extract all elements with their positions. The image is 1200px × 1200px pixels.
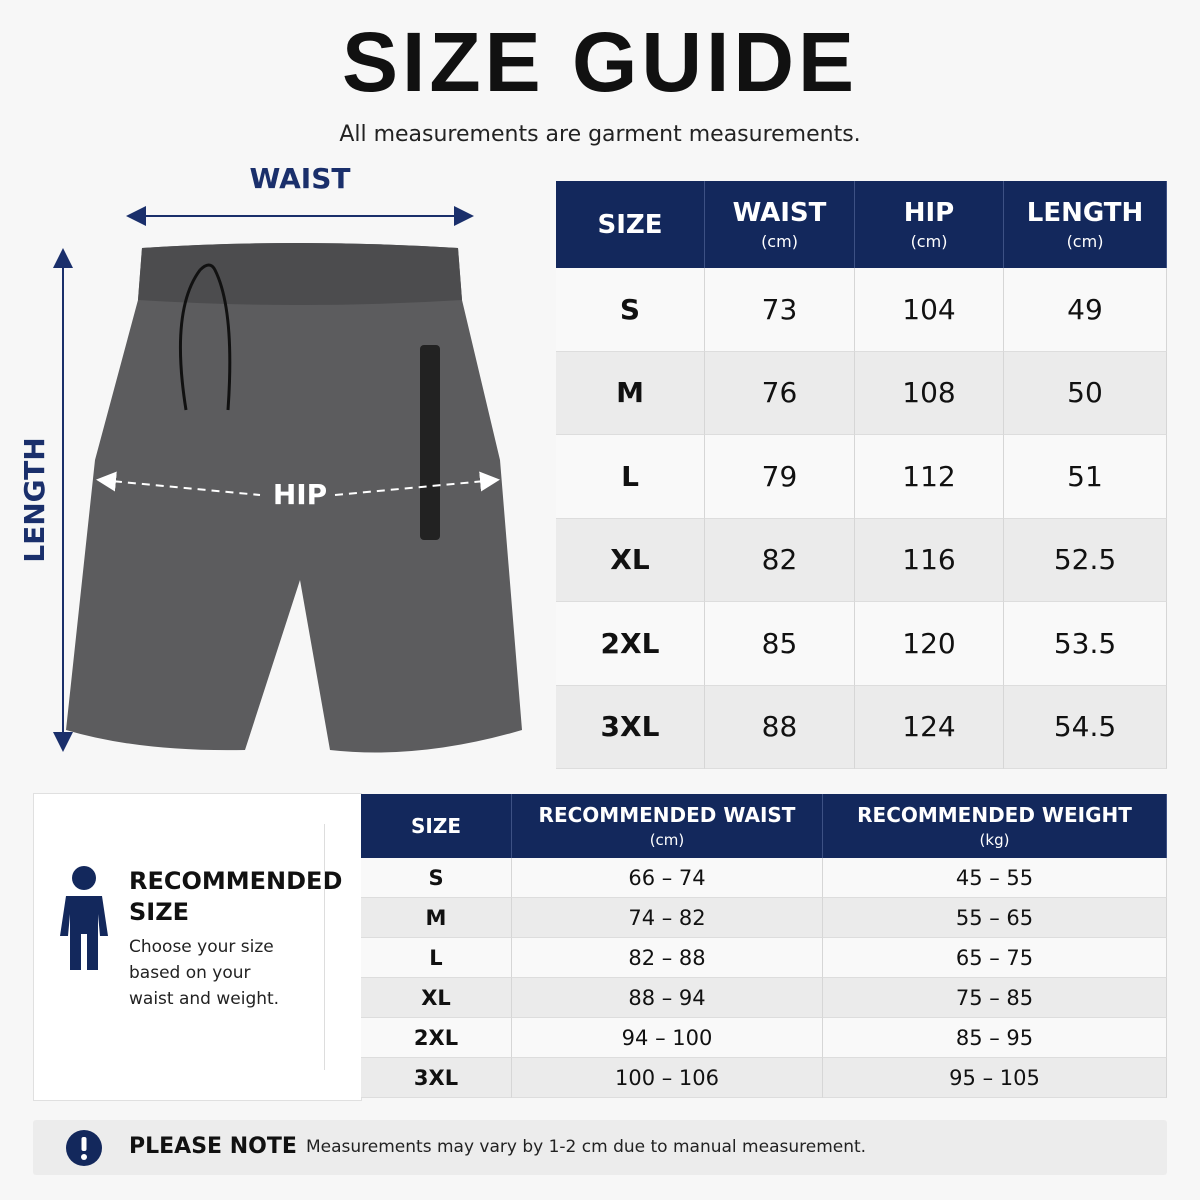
size-cell: S — [361, 858, 512, 898]
header-cell: RECOMMENDED WAIST (cm) — [512, 794, 823, 858]
value-cell: 79 — [705, 435, 855, 519]
header-label: WAIST — [732, 198, 827, 228]
header-unit: (cm) — [761, 232, 798, 251]
header-cell: HIP (cm) — [855, 181, 1004, 268]
value-cell: 49 — [1004, 268, 1167, 352]
value-cell: 95 – 105 — [823, 1058, 1167, 1098]
value-cell: 100 – 106 — [512, 1058, 823, 1098]
header-cell: LENGTH (cm) — [1004, 181, 1167, 268]
value-cell: 53.5 — [1004, 602, 1167, 686]
value-cell: 54.5 — [1004, 685, 1167, 769]
value-cell: 82 — [705, 518, 855, 602]
header-unit: (cm) — [910, 232, 948, 251]
value-cell: 112 — [855, 435, 1004, 519]
header-cell: SIZE — [556, 181, 705, 268]
header-cell: RECOMMENDED WEIGHT (kg) — [823, 794, 1167, 858]
size-cell: L — [361, 938, 512, 978]
recommended-table: SIZE RECOMMENDED WAIST (cm) RECOMMENDED WEI… — [361, 794, 1167, 1098]
header-cell: SIZE — [361, 794, 512, 858]
hip-label: HIP — [273, 478, 327, 511]
size-cell: L — [556, 435, 705, 519]
value-cell: 50 — [1004, 351, 1167, 435]
waist-label: WAIST — [250, 162, 351, 195]
value-cell: 85 – 95 — [823, 1018, 1167, 1058]
value-cell: 88 – 94 — [512, 978, 823, 1018]
note-text: Measurements may vary by 1-2 cm due to m… — [306, 1137, 867, 1157]
size-cell: S — [556, 268, 705, 352]
value-cell: 85 — [705, 602, 855, 686]
value-cell: 124 — [855, 685, 1004, 769]
value-cell: 74 – 82 — [512, 898, 823, 938]
subtitle: All measurements are garment measurement… — [339, 122, 861, 147]
value-cell: 116 — [855, 518, 1004, 602]
header-label: SIZE — [410, 814, 461, 838]
header-unit: (cm) — [1066, 232, 1104, 251]
note-icon — [66, 1130, 102, 1166]
header-unit: (kg) — [979, 831, 1010, 849]
value-cell: 52.5 — [1004, 518, 1167, 602]
person-icon — [60, 866, 108, 970]
size-cell: 2XL — [361, 1018, 512, 1058]
value-cell: 75 – 85 — [823, 978, 1167, 1018]
value-cell: 88 — [705, 685, 855, 769]
note-label: PLEASE NOTE — [129, 1134, 297, 1159]
size-table: SIZE WAIST (cm) HIP (cm) LENGTH (cm) S 73 104 49 M 7… — [556, 181, 1167, 769]
value-cell: 65 – 75 — [823, 938, 1167, 978]
size-cell: M — [361, 898, 512, 938]
value-cell: 82 – 88 — [512, 938, 823, 978]
size-cell: XL — [556, 518, 705, 602]
header-label: RECOMMENDED WEIGHT — [857, 803, 1132, 827]
note-bar: PLEASE NOTE Measurements may vary by 1-2… — [33, 1120, 1167, 1175]
recommended-title: RECOMMENDED SIZE — [129, 867, 343, 926]
value-cell: 45 – 55 — [823, 858, 1167, 898]
header-unit: (cm) — [649, 831, 685, 849]
size-cell: 2XL — [556, 602, 705, 686]
size-cell: 3XL — [556, 685, 705, 769]
value-cell: 120 — [855, 602, 1004, 686]
shorts-diagram: WAIST HIP LENGTH — [18, 162, 522, 753]
value-cell: 55 – 65 — [823, 898, 1167, 938]
recommended-card: RECOMMENDED SIZE Choose your size based … — [33, 793, 362, 1101]
value-cell: 108 — [855, 351, 1004, 435]
value-cell: 51 — [1004, 435, 1167, 519]
header-label: LENGTH — [1026, 198, 1144, 228]
header-label: SIZE — [597, 209, 663, 240]
size-cell: M — [556, 351, 705, 435]
size-cell: XL — [361, 978, 512, 1018]
header-label: RECOMMENDED WAIST — [538, 803, 796, 827]
length-label: LENGTH — [18, 437, 51, 562]
header-cell: WAIST (cm) — [705, 181, 855, 268]
title: SIZE GUIDE — [341, 15, 859, 109]
size-cell: 3XL — [361, 1058, 512, 1098]
recommended-text: Choose your size based on your waist and… — [129, 937, 280, 1009]
value-cell: 94 – 100 — [512, 1018, 823, 1058]
header-label: HIP — [903, 198, 955, 228]
value-cell: 66 – 74 — [512, 858, 823, 898]
value-cell: 76 — [705, 351, 855, 435]
value-cell: 73 — [705, 268, 855, 352]
value-cell: 104 — [855, 268, 1004, 352]
